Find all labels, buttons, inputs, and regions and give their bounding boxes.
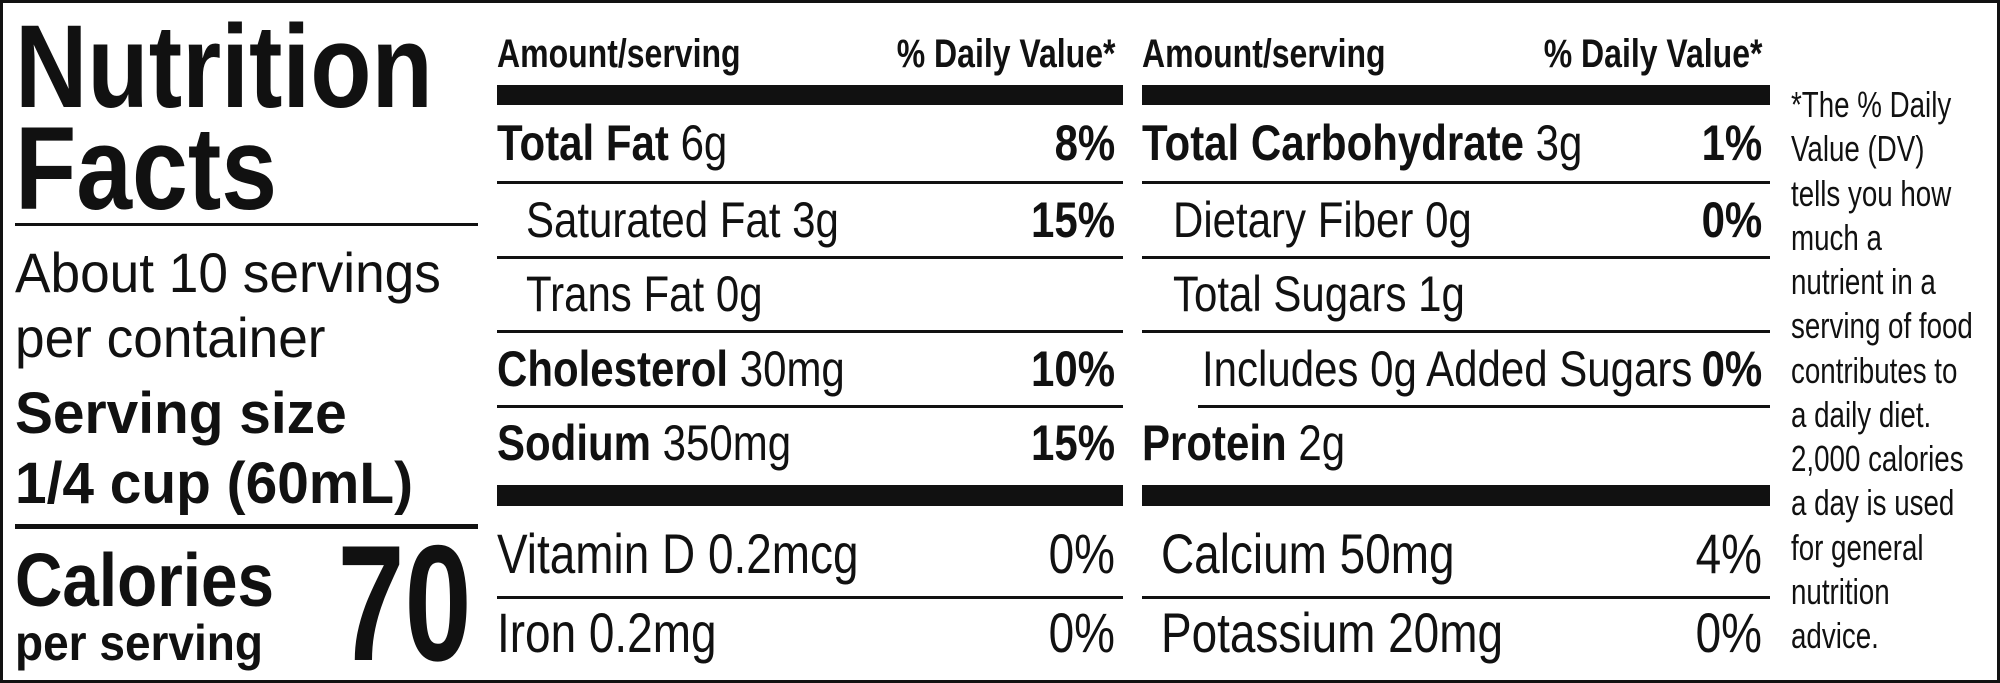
calories-label: Calories	[15, 538, 274, 622]
footnote-line: tells you how	[1791, 172, 1952, 214]
footnote-line: nutrition	[1791, 570, 1890, 612]
nutrient-row: Includes 0g Added Sugars	[1202, 344, 1692, 394]
nutrient-amount: 30mg	[739, 341, 845, 397]
bar-thick	[1142, 485, 1770, 506]
serving-size-label: Serving size	[15, 381, 347, 446]
nutrient-row: Protein 2g	[1142, 418, 1345, 468]
nutrient-row: Total Carbohydrate 3g	[1142, 118, 1582, 168]
nutrient-dv: 1%	[1701, 115, 1762, 171]
nutrient-amount: 0g	[715, 266, 763, 322]
nutrient-dv: 10%	[1030, 341, 1115, 397]
nutrient-amount: 2g	[1298, 415, 1346, 471]
micronutrient-dv: 0%	[1048, 601, 1115, 664]
micronutrient-dv: 0%	[1695, 601, 1762, 664]
nutrient-name: Total Carbohydrate	[1142, 115, 1524, 171]
nutrient-row: Sodium 350mg	[497, 418, 791, 468]
header-amount: Amount/serving	[1142, 32, 1386, 76]
divider	[497, 256, 1123, 259]
calories-sublabel: per serving	[15, 615, 263, 671]
divider	[497, 405, 1123, 408]
micronutrient-dv: 4%	[1695, 522, 1762, 585]
title-line: Facts	[15, 103, 278, 235]
footnote-line: a day is used	[1791, 482, 1955, 524]
divider	[1198, 405, 1770, 408]
nutrient-dv: 15%	[1030, 415, 1115, 471]
nutrient-amount: 350mg	[662, 415, 792, 471]
nutrient-row: Cholesterol 30mg	[497, 344, 845, 394]
calories-value: 70	[338, 511, 472, 683]
divider	[1142, 181, 1770, 184]
nutrient-row: Total Fat 6g	[497, 118, 727, 168]
nutrient-amount: 0g	[1425, 192, 1472, 248]
divider	[15, 223, 478, 226]
nutrient-dv: 8%	[1054, 115, 1115, 171]
nutrient-name: Protein	[1142, 415, 1287, 471]
micronutrient-dv: 0%	[1048, 522, 1115, 585]
divider	[497, 181, 1123, 184]
header-dv: % Daily Value*	[896, 32, 1115, 76]
micronutrient-name: Iron 0.2mg	[497, 601, 717, 664]
divider-thick	[15, 524, 478, 529]
nutrient-name: Total Fat	[497, 115, 669, 171]
divider	[497, 330, 1123, 333]
bar-thick	[1142, 85, 1770, 105]
nutrient-dv: 0%	[1701, 192, 1762, 248]
footnote-line: Value (DV)	[1791, 128, 1925, 170]
footnote-line: contributes to	[1791, 349, 1958, 391]
nutrient-amount: 3g	[792, 192, 839, 248]
serving-size-value: 1/4 cup (60mL)	[15, 451, 414, 516]
servings-text: per container	[15, 306, 326, 369]
nutrient-name: Includes 0g Added Sugars	[1202, 341, 1693, 397]
nutrient-amount: 3g	[1535, 115, 1583, 171]
nutrient-dv: 0%	[1701, 341, 1762, 397]
servings-text: About 10 servings	[15, 241, 441, 304]
bar-thick	[497, 85, 1123, 105]
footnote-line: a daily diet.	[1791, 393, 1932, 435]
divider	[1142, 256, 1770, 259]
nutrient-amount: 1g	[1418, 266, 1465, 322]
nutrient-name: Trans Fat	[526, 266, 705, 322]
micronutrient-name: Potassium 20mg	[1161, 601, 1504, 664]
micronutrient-name: Vitamin D 0.2mcg	[497, 522, 859, 585]
nutrient-amount: 6g	[680, 115, 728, 171]
footnote-line: for general	[1791, 526, 1924, 568]
nutrient-row: Total Sugars 1g	[1173, 269, 1465, 319]
divider	[1142, 330, 1770, 333]
footnote-line: 2,000 calories	[1791, 438, 1964, 479]
footnote-line: advice.	[1791, 615, 1879, 656]
divider	[1142, 596, 1770, 599]
title-line: Nutrition	[15, 1, 433, 133]
nutrient-row: Dietary Fiber 0g	[1173, 195, 1472, 245]
micronutrient-name: Calcium 50mg	[1161, 522, 1455, 585]
nutrient-dv: 15%	[1030, 192, 1115, 248]
bar-thick	[497, 485, 1123, 506]
nutrient-name: Total Sugars	[1173, 266, 1407, 322]
footnote-line: much a	[1791, 216, 1882, 258]
nutrient-name: Sodium	[497, 415, 651, 471]
header-amount: Amount/serving	[497, 32, 741, 76]
nutrient-name: Saturated Fat	[526, 192, 781, 248]
footnote-line: nutrient in a	[1791, 261, 1936, 302]
nutrient-name: Dietary Fiber	[1173, 192, 1414, 248]
nutrient-name: Cholesterol	[497, 341, 729, 397]
nutrient-row: Saturated Fat 3g	[526, 195, 839, 245]
footnote-line: serving of food	[1791, 305, 1973, 347]
footnote-line: *The % Daily	[1791, 84, 1952, 125]
nutrient-row: Trans Fat 0g	[526, 269, 763, 319]
header-dv: % Daily Value*	[1543, 32, 1762, 76]
divider	[497, 596, 1123, 599]
